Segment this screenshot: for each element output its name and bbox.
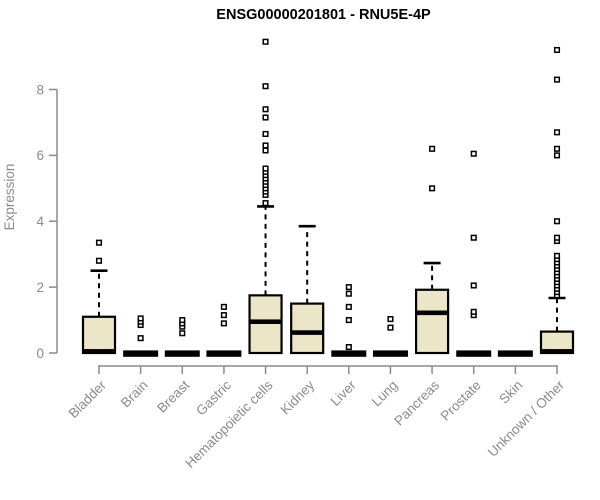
collapsed-box bbox=[331, 350, 367, 357]
outlier-point bbox=[345, 303, 352, 310]
chart-title: ENSG00000201801 - RNU5E-4P bbox=[216, 7, 431, 23]
outlier-point bbox=[387, 324, 394, 331]
collapsed-box bbox=[456, 350, 492, 357]
median-line bbox=[83, 349, 115, 354]
x-axis-tick-label: Prostate bbox=[438, 378, 484, 424]
y-axis-tick-label: 2 bbox=[36, 280, 44, 295]
y-axis-tick-label: 6 bbox=[36, 148, 44, 163]
x-axis-tick-label: Bladder bbox=[66, 377, 110, 421]
outlier-point bbox=[262, 38, 269, 45]
outlier-point bbox=[553, 234, 561, 241]
outlier-point bbox=[220, 312, 227, 319]
collapsed-box bbox=[206, 350, 242, 357]
collapsed-box bbox=[123, 350, 159, 357]
median-line bbox=[291, 330, 324, 335]
box bbox=[414, 288, 450, 355]
x-axis-tick-label: Brain bbox=[118, 378, 151, 411]
x-axis-tick-label: Pancreas bbox=[391, 377, 442, 428]
outlier-point bbox=[137, 315, 144, 322]
x-axis-tick-label: Gastric bbox=[193, 377, 234, 418]
outlier-point bbox=[553, 46, 561, 54]
outlier-point bbox=[262, 114, 269, 121]
outlier-point bbox=[262, 83, 269, 90]
outlier-point bbox=[262, 142, 269, 149]
outlier-point bbox=[262, 165, 269, 172]
outlier-point bbox=[95, 239, 103, 246]
outlier-point bbox=[262, 200, 269, 207]
collapsed-box bbox=[497, 350, 533, 357]
box bbox=[248, 294, 283, 355]
y-axis-label: Expression bbox=[2, 164, 17, 231]
outlier-point bbox=[470, 308, 477, 315]
outlier-point bbox=[220, 303, 227, 310]
outlier-point bbox=[95, 257, 103, 264]
y-axis-tick-label: 8 bbox=[36, 82, 44, 97]
outlier-point bbox=[137, 335, 144, 342]
box bbox=[81, 315, 117, 355]
outlier-point bbox=[553, 252, 561, 259]
outlier-point bbox=[262, 130, 269, 138]
outlier-point bbox=[179, 330, 186, 337]
collapsed-box bbox=[164, 350, 200, 357]
outlier-point bbox=[553, 152, 561, 159]
outlier-point bbox=[553, 76, 561, 83]
x-axis-tick-label: Liver bbox=[328, 377, 360, 409]
outlier-point bbox=[262, 147, 269, 154]
median-line bbox=[541, 349, 573, 354]
outlier-point bbox=[553, 145, 561, 152]
outlier-point bbox=[553, 129, 561, 136]
outlier-point bbox=[345, 284, 352, 291]
x-axis-tick-label: Lung bbox=[369, 378, 401, 410]
outlier-point bbox=[345, 290, 352, 297]
y-axis-tick-label: 4 bbox=[36, 214, 44, 229]
outlier-point bbox=[470, 234, 477, 241]
outlier-point bbox=[387, 316, 394, 323]
outlier-point bbox=[179, 317, 186, 324]
x-axis-tick-label: Kidney bbox=[278, 377, 318, 417]
outlier-point bbox=[553, 218, 561, 225]
outlier-point bbox=[470, 282, 477, 289]
median-line bbox=[249, 319, 282, 325]
x-axis-tick-label: Skin bbox=[496, 378, 525, 407]
outlier-point bbox=[345, 317, 352, 324]
outlier-point bbox=[429, 145, 436, 152]
outlier-point bbox=[220, 320, 227, 327]
outlier-point bbox=[345, 344, 352, 351]
median-line bbox=[416, 310, 449, 316]
collapsed-box bbox=[372, 350, 408, 357]
outlier-point bbox=[470, 150, 477, 157]
x-axis-tick-label: Unknown / Other bbox=[485, 377, 568, 460]
box bbox=[290, 302, 325, 355]
x-axis-tick-label: Breast bbox=[154, 377, 192, 415]
outlier-point bbox=[262, 106, 269, 113]
y-axis-tick-label: 0 bbox=[36, 346, 44, 361]
outlier-point bbox=[429, 185, 436, 192]
